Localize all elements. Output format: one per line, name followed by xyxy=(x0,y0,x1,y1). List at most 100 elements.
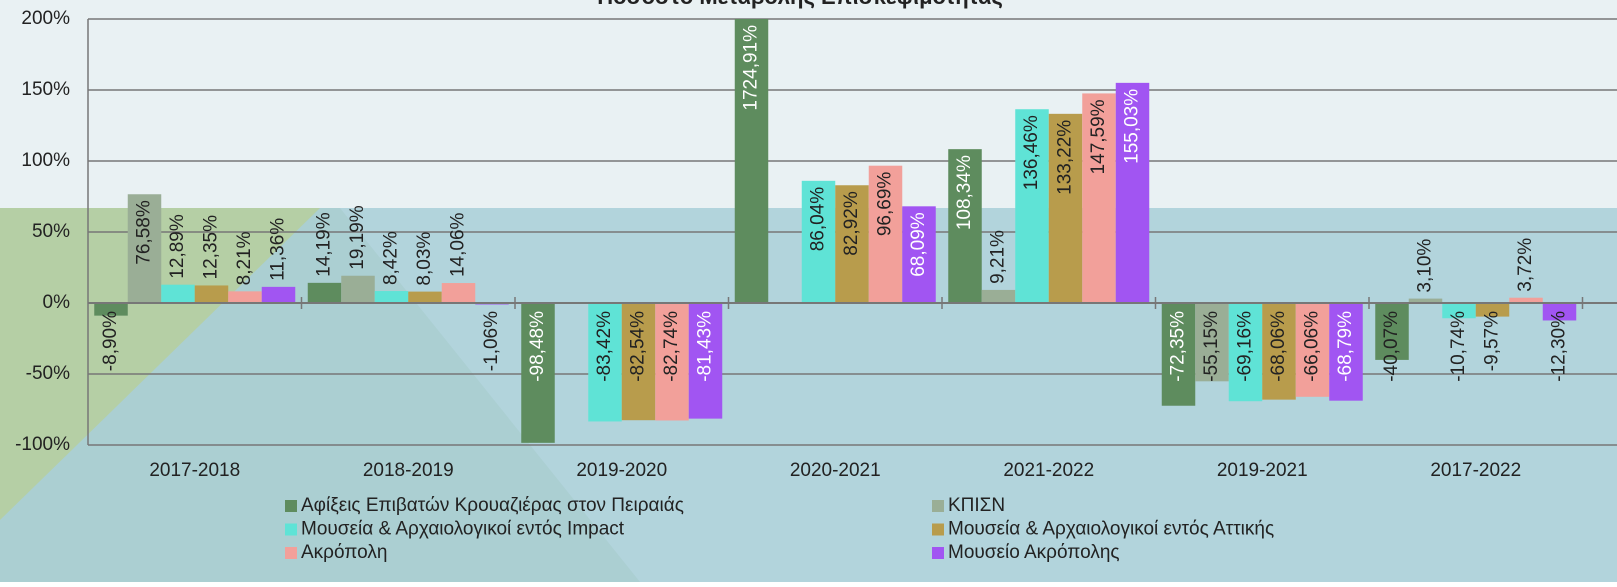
data-label: 147,59% xyxy=(1088,99,1109,174)
background-shape xyxy=(0,208,320,520)
bar xyxy=(801,180,836,303)
data-label: 8,42% xyxy=(381,231,402,285)
data-label: 76,58% xyxy=(134,200,155,265)
legend-swatch xyxy=(285,547,297,559)
y-tick-label: 100% xyxy=(21,150,70,171)
bar xyxy=(902,206,936,303)
data-label: -66,06% xyxy=(1302,311,1323,382)
data-label: 86,04% xyxy=(808,187,829,252)
bar xyxy=(94,303,128,316)
bar xyxy=(1228,303,1263,402)
bar xyxy=(688,303,723,419)
bar xyxy=(1329,303,1363,401)
data-label: 11,36% xyxy=(268,218,289,281)
data-label: 14,06% xyxy=(448,212,469,277)
legend-label: ΚΠΙΣΝ xyxy=(948,495,1005,516)
bar xyxy=(408,291,442,303)
bar xyxy=(261,286,296,303)
bar xyxy=(194,285,229,303)
legend-swatch xyxy=(932,500,944,512)
bar xyxy=(1295,303,1330,397)
bar xyxy=(1262,303,1296,400)
bar xyxy=(1375,303,1409,360)
bar xyxy=(127,194,162,303)
data-label: 14,19% xyxy=(314,212,335,277)
data-label: -98,48% xyxy=(527,311,548,382)
data-label: 96,69% xyxy=(875,172,896,237)
bar xyxy=(1509,297,1543,303)
legend-label: Μουσεία & Αρχαιολογικοί εντός Αττικής xyxy=(948,519,1274,540)
x-tick-label: 2020-2021 xyxy=(790,460,881,481)
legend-label: Αφίξεις Επιβατών Κρουαζιέρας στον Πειραι… xyxy=(301,495,684,516)
data-label: -83,42% xyxy=(594,311,615,382)
bar xyxy=(1015,109,1049,303)
bar xyxy=(374,291,409,303)
bar xyxy=(1082,93,1116,303)
bar xyxy=(588,303,622,422)
legend-label: Μουσεία & Αρχαιολογικοί εντός Impact xyxy=(301,519,625,540)
legend-label: Μουσείο Ακρόπολης xyxy=(948,542,1120,563)
data-label: -72,35% xyxy=(1168,311,1189,382)
bar xyxy=(1195,303,1229,382)
data-label: 9,21% xyxy=(988,230,1009,284)
data-label: 8,21% xyxy=(234,231,255,285)
data-label: 108,34% xyxy=(954,155,975,230)
bar xyxy=(341,275,375,303)
legend-swatch xyxy=(932,547,944,559)
data-label: 136,46% xyxy=(1021,115,1042,190)
y-tick-label: 150% xyxy=(21,79,70,100)
legend-swatch xyxy=(932,523,944,536)
plot-area xyxy=(94,19,1577,443)
data-label: -68,06% xyxy=(1268,311,1289,382)
chart-title: Ποσοστό Μεταβολής Επισκεψιμότητας xyxy=(597,0,1003,9)
data-label: 3,72% xyxy=(1515,238,1536,292)
bar xyxy=(1115,82,1150,304)
data-label: 12,35% xyxy=(201,215,222,280)
y-tick-label: 200% xyxy=(21,8,70,29)
bar xyxy=(1475,303,1510,317)
data-label: -81,43% xyxy=(695,311,716,382)
bar xyxy=(948,149,982,303)
y-tick-label: 50% xyxy=(32,221,70,242)
bar xyxy=(835,185,869,303)
data-label: 82,92% xyxy=(841,191,862,256)
data-label: 19,19% xyxy=(347,205,368,270)
bar xyxy=(621,303,656,421)
bar xyxy=(228,291,262,303)
data-label: 133,22% xyxy=(1055,120,1076,195)
data-label: -68,79% xyxy=(1335,311,1356,382)
bar xyxy=(521,303,555,443)
x-tick-label: 2021-2022 xyxy=(1003,460,1094,481)
data-label: -12,30% xyxy=(1549,311,1570,382)
legend-label: Ακρόπολη xyxy=(301,542,387,563)
data-label: -1,06% xyxy=(481,311,502,371)
bar xyxy=(307,282,342,303)
bar xyxy=(655,303,689,421)
bar xyxy=(161,284,195,303)
data-label: 1724,91% xyxy=(741,25,762,111)
bar xyxy=(1542,303,1577,321)
data-label: -82,74% xyxy=(661,311,682,382)
bar xyxy=(441,283,476,303)
bar xyxy=(734,19,769,303)
bar xyxy=(981,289,1016,303)
x-tick-label: 2018-2019 xyxy=(363,460,454,481)
x-tick-label: 2019-2021 xyxy=(1217,460,1308,481)
data-label: 3,10% xyxy=(1415,239,1436,293)
data-label: 155,03% xyxy=(1122,89,1143,164)
data-label: -69,16% xyxy=(1235,311,1256,382)
x-tick-label: 2017-2022 xyxy=(1430,460,1521,481)
legend-swatch xyxy=(285,500,297,512)
y-tick-label: -100% xyxy=(15,434,70,455)
legend-swatch xyxy=(285,523,297,536)
y-tick-label: -50% xyxy=(26,363,70,384)
x-tick-label: 2019-2020 xyxy=(576,460,667,481)
bar xyxy=(1161,303,1196,406)
data-label: -82,54% xyxy=(628,311,649,382)
data-label: -55,15% xyxy=(1201,311,1222,382)
data-label: -10,74% xyxy=(1448,311,1469,382)
bar xyxy=(1442,303,1476,319)
data-label: 68,09% xyxy=(908,212,929,277)
bar xyxy=(1048,113,1083,303)
